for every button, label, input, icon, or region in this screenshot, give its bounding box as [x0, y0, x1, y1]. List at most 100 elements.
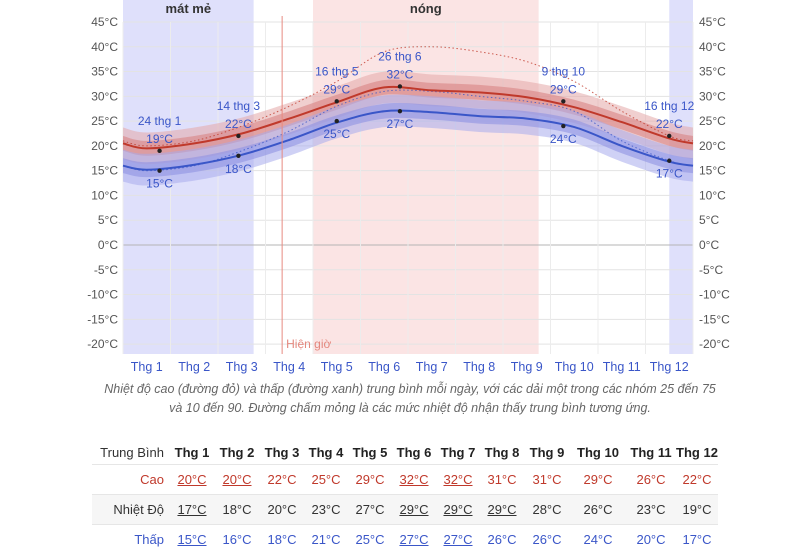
table-month-header: Thg 4 [304, 440, 348, 465]
annotation-dot [398, 84, 402, 88]
y-tick-left: 0°C [98, 238, 118, 252]
y-tick-right: 0°C [699, 238, 719, 252]
annotation-value: 18°C [225, 162, 252, 176]
table-cell: 20°C [214, 465, 260, 495]
annotation-dot [157, 149, 161, 153]
annotation-value: 25°C [323, 127, 350, 141]
y-tick-left: 15°C [91, 164, 118, 178]
y-tick-right: 25°C [699, 114, 726, 128]
table-cell: 22°C [676, 465, 718, 495]
annotation-dot [157, 168, 161, 172]
annotation-dot [236, 134, 240, 138]
table-cell: 17°C [170, 495, 214, 525]
y-tick-right: 20°C [699, 139, 726, 153]
table-cell: 26°C [626, 465, 676, 495]
table-cell: 22°C [260, 465, 304, 495]
annotation-dot [667, 134, 671, 138]
table-cell: 18°C [214, 495, 260, 525]
annotation-date: 24 thg 1 [138, 114, 182, 128]
annotation-value: 29°C [323, 82, 350, 96]
annotation-date: 16 thg 5 [315, 64, 359, 78]
table-cell: 19°C [676, 495, 718, 525]
annotation-value: 24°C [550, 132, 577, 146]
table-cell: 31°C [524, 465, 570, 495]
x-tick-label: Thg 1 [131, 360, 163, 374]
y-tick-right: 35°C [699, 65, 726, 79]
annotation-value: 32°C [387, 67, 414, 81]
x-tick-label: Thg 3 [226, 360, 258, 374]
x-tick-label: Thg 2 [178, 360, 210, 374]
annotation-dot [236, 154, 240, 158]
table-cell: 32°C [436, 465, 480, 495]
annotation-value: 17°C [656, 167, 683, 181]
y-tick-left: -5°C [94, 263, 118, 277]
table-month-header: Thg 7 [436, 440, 480, 465]
y-tick-left: 5°C [98, 213, 118, 227]
table-month-header: Thg 2 [214, 440, 260, 465]
table-cell: 29°C [436, 495, 480, 525]
table-cell: 29°C [480, 495, 524, 525]
annotation-date: 26 thg 6 [378, 49, 422, 63]
annotation-date: 9 thg 10 [542, 64, 586, 78]
table-cell: 23°C [304, 495, 348, 525]
annotation-date: 14 thg 3 [217, 99, 261, 113]
y-tick-left: 25°C [91, 114, 118, 128]
annotation-value: 22°C [225, 117, 252, 131]
x-tick-label: Thg 11 [603, 360, 641, 374]
y-tick-right: 40°C [699, 40, 726, 54]
annotation-value: 19°C [146, 132, 173, 146]
annotation-date: 16 thg 12 [644, 99, 694, 113]
season-label: nóng [410, 1, 442, 16]
y-tick-right: -10°C [699, 288, 730, 302]
table-cell: 29°C [392, 495, 436, 525]
y-tick-left: -10°C [87, 288, 118, 302]
table-cell: 20°C [170, 465, 214, 495]
table-cell: 31°C [480, 465, 524, 495]
table-cell: 20°C [260, 495, 304, 525]
table-row-label: Nhiệt Độ [92, 495, 170, 525]
x-tick-label: Thg 7 [416, 360, 448, 374]
x-tick-label: Thg 12 [650, 360, 689, 374]
y-tick-left: 35°C [91, 65, 118, 79]
annotation-dot [561, 124, 565, 128]
table-cell: 26°C [570, 495, 626, 525]
table-month-header: Thg 10 [570, 440, 626, 465]
chart-caption: Nhiệt độ cao (đường đỏ) và thấp (đường x… [100, 380, 720, 418]
table-month-header: Thg 6 [392, 440, 436, 465]
table-cell: 27°C [348, 495, 392, 525]
annotation-value: 27°C [387, 117, 414, 131]
table-cell: 25°C [304, 465, 348, 495]
y-tick-right: -15°C [699, 312, 730, 326]
now-label: Hiện giờ [286, 337, 331, 351]
season-band [313, 0, 539, 354]
y-tick-left: 40°C [91, 40, 118, 54]
y-tick-left: 45°C [91, 15, 118, 29]
y-tick-right: -20°C [699, 337, 730, 351]
table-row-label: Cao [92, 465, 170, 495]
annotation-dot [667, 159, 671, 163]
annotation-value: 15°C [146, 177, 173, 191]
annotation-value: 22°C [656, 117, 683, 131]
table-cell: 23°C [626, 495, 676, 525]
table-month-header: Thg 11 [626, 440, 676, 465]
y-tick-right: 30°C [699, 89, 726, 103]
table-cell: 28°C [524, 495, 570, 525]
y-tick-right: 5°C [699, 213, 719, 227]
table-month-header: Thg 1 [170, 440, 214, 465]
x-tick-label: Thg 4 [273, 360, 305, 374]
y-tick-left: 30°C [91, 89, 118, 103]
annotation-dot [335, 119, 339, 123]
y-tick-left: 10°C [91, 188, 118, 202]
y-tick-right: 10°C [699, 188, 726, 202]
y-tick-right: -5°C [699, 263, 723, 277]
annotation-dot [561, 99, 565, 103]
table-month-header: Thg 9 [524, 440, 570, 465]
x-tick-label: Thg 8 [463, 360, 495, 374]
annotation-dot [335, 99, 339, 103]
y-tick-left: 20°C [91, 139, 118, 153]
x-tick-label: Thg 10 [555, 360, 594, 374]
